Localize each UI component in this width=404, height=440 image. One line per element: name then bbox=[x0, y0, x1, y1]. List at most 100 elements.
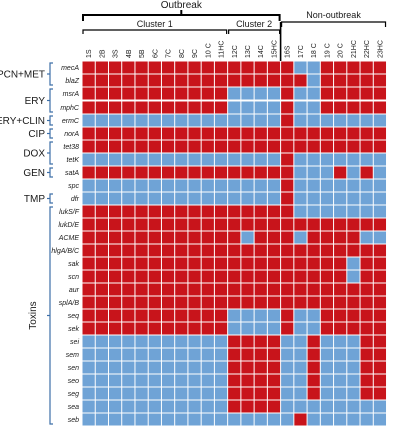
heatmap-cell-seo-22HC bbox=[360, 374, 373, 387]
heatmap-cell-seo-4B bbox=[122, 374, 135, 387]
heatmap-cell-sak-11HC bbox=[214, 257, 228, 270]
heatmap-cell-aur-18 C bbox=[307, 283, 320, 296]
heatmap-cell-msrA-2B bbox=[95, 87, 108, 100]
heatmap-cell-lukS/F-13C bbox=[241, 205, 254, 218]
heatmap-cell-norA-4B bbox=[122, 127, 135, 140]
heatmap-cell-sei-16S bbox=[281, 335, 294, 348]
heatmap-cell-tetK-19 C bbox=[320, 153, 334, 166]
heatmap-cell-sen-14C bbox=[254, 361, 267, 374]
gene-label-seb: seb bbox=[68, 417, 79, 424]
category-labels: PCN+MET ERY ERY+CLIN CIP DOX GEN TMP Toxins bbox=[0, 62, 53, 425]
heatmap-cell-sem-19 C bbox=[320, 348, 334, 361]
heatmap-cell-sen-12C bbox=[228, 361, 241, 374]
strain-label-19C: 19 C bbox=[324, 43, 331, 58]
heatmap-cell-seo-11HC bbox=[214, 374, 228, 387]
heatmap-cell-hlgA/B/C-17C bbox=[294, 244, 307, 257]
heatmap-cell-seq-2B bbox=[95, 309, 108, 322]
heatmap-cell-sak-16S bbox=[281, 257, 294, 270]
heatmap-cell-sek-3S bbox=[108, 322, 122, 335]
heatmap-cell-sem-2B bbox=[95, 348, 108, 361]
heatmap-cell-seq-7C bbox=[161, 309, 175, 322]
heatmap-cell-ACME-9C bbox=[188, 231, 201, 244]
heatmap-cell-mecA-16S bbox=[281, 61, 294, 74]
heatmap-cell-lukS/F-9C bbox=[188, 205, 201, 218]
heatmap-cell-sak-22HC bbox=[360, 257, 373, 270]
heatmap-cell-seg-16S bbox=[281, 387, 294, 400]
heatmap-cell-spc-21HC bbox=[347, 179, 360, 192]
heatmap-cell-sea-22HC bbox=[360, 400, 373, 413]
heatmap-cell-scn-4B bbox=[122, 270, 135, 283]
heatmap-cell-mecA-18 C bbox=[307, 61, 320, 74]
heatmap-cell-scn-18 C bbox=[307, 270, 320, 283]
heatmap-cell-lukS/F-19 C bbox=[320, 205, 334, 218]
heatmap-cell-hlgA/B/C-5B bbox=[135, 244, 148, 257]
heatmap-cell-dfr-8C bbox=[175, 192, 188, 205]
heatmap-cell-splA/B-21HC bbox=[347, 296, 360, 309]
heatmap-cell-sek-11HC bbox=[214, 322, 228, 335]
heatmap-cell-lukS/F-10 C bbox=[201, 205, 214, 218]
heatmap-cell-sen-19 C bbox=[320, 361, 334, 374]
heatmap-cell-ermC-5B bbox=[135, 114, 148, 127]
heatmap-cell-lukS/F-5B bbox=[135, 205, 148, 218]
heatmap-cell-lukS/F-14C bbox=[254, 205, 267, 218]
heatmap-cell-blaZ-3S bbox=[108, 74, 122, 87]
heatmap-cell-scn-15HC bbox=[267, 270, 281, 283]
heatmap-cell-tet38-14C bbox=[254, 140, 267, 153]
heatmap-cell-sei-11HC bbox=[214, 335, 228, 348]
heatmap-cell-mecA-22HC bbox=[360, 61, 373, 74]
heatmap-cell-seg-18 C bbox=[307, 387, 320, 400]
heatmap-cell-lukD/E-13C bbox=[241, 218, 254, 231]
heatmap-cell-sek-22HC bbox=[360, 322, 373, 335]
heatmap-cell-sei-19 C bbox=[320, 335, 334, 348]
heatmap-cell-dfr-15HC bbox=[267, 192, 281, 205]
heatmap-cell-seo-1S bbox=[82, 374, 95, 387]
heatmap-cell-satA-13C bbox=[241, 166, 254, 179]
category-bracket-pcn-met bbox=[49, 62, 53, 86]
heatmap-cell-satA-2B bbox=[95, 166, 108, 179]
heatmap-cell-spc-8C bbox=[175, 179, 188, 192]
heatmap-cell-ermC-22HC bbox=[360, 114, 373, 127]
strain-label-4B: 4B bbox=[126, 49, 133, 58]
heatmap-cell-scn-22HC bbox=[360, 270, 373, 283]
heatmap-cell-sem-6C bbox=[148, 348, 161, 361]
heatmap-cell-mphC-17C bbox=[294, 101, 307, 114]
heatmap-cell-seg-5B bbox=[135, 387, 148, 400]
heatmap-cell-lukD/E-9C bbox=[188, 218, 201, 231]
heatmap-cell-seb-10 C bbox=[201, 413, 214, 426]
strain-label-10C: 10 C bbox=[205, 43, 212, 58]
heatmap-cell-seg-3S bbox=[108, 387, 122, 400]
heatmap-cell-ermC-12C bbox=[228, 114, 241, 127]
heatmap-cell-tetK-16S bbox=[281, 153, 294, 166]
heatmap-cell-ermC-2B bbox=[95, 114, 108, 127]
heatmap-cell-hlgA/B/C-3S bbox=[108, 244, 122, 257]
heatmap-cell-sem-10 C bbox=[201, 348, 214, 361]
heatmap-cell-scn-2B bbox=[95, 270, 108, 283]
heatmap-cell-norA-1S bbox=[82, 127, 95, 140]
heatmap-cell-hlgA/B/C-10 C bbox=[201, 244, 214, 257]
heatmap-cell-sem-4B bbox=[122, 348, 135, 361]
heatmap-cell-aur-23HC bbox=[373, 283, 387, 296]
category-bracket-ery-clin bbox=[49, 115, 53, 126]
heatmap-cell-mphC-18 C bbox=[307, 101, 320, 114]
heatmap-cell-sen-11HC bbox=[214, 361, 228, 374]
heatmap-cell-seb-19 C bbox=[320, 413, 334, 426]
heatmap-cell-lukD/E-21HC bbox=[347, 218, 360, 231]
heatmap-cell-sen-2B bbox=[95, 361, 108, 374]
heatmap-cell-seg-9C bbox=[188, 387, 201, 400]
heatmap-cell-tet38-8C bbox=[175, 140, 188, 153]
heatmap-cell-dfr-11HC bbox=[214, 192, 228, 205]
heatmap-cell-norA-12C bbox=[228, 127, 241, 140]
heatmap-cell-tetK-23HC bbox=[373, 153, 387, 166]
heatmap-cell-seo-5B bbox=[135, 374, 148, 387]
heatmap-cell-sem-17C bbox=[294, 348, 307, 361]
strain-label-2B: 2B bbox=[99, 49, 106, 58]
heatmap-cell-blaZ-11HC bbox=[214, 74, 228, 87]
heatmap-cell-sak-12C bbox=[228, 257, 241, 270]
heatmap-cell-sak-4B bbox=[122, 257, 135, 270]
heatmap-cell-scn-20 C bbox=[334, 270, 347, 283]
heatmap-cell-spc-11HC bbox=[214, 179, 228, 192]
strain-label-8C: 8C bbox=[179, 49, 186, 58]
heatmap-cell-seo-14C bbox=[254, 374, 267, 387]
heatmap-cell-mphC-14C bbox=[254, 101, 267, 114]
